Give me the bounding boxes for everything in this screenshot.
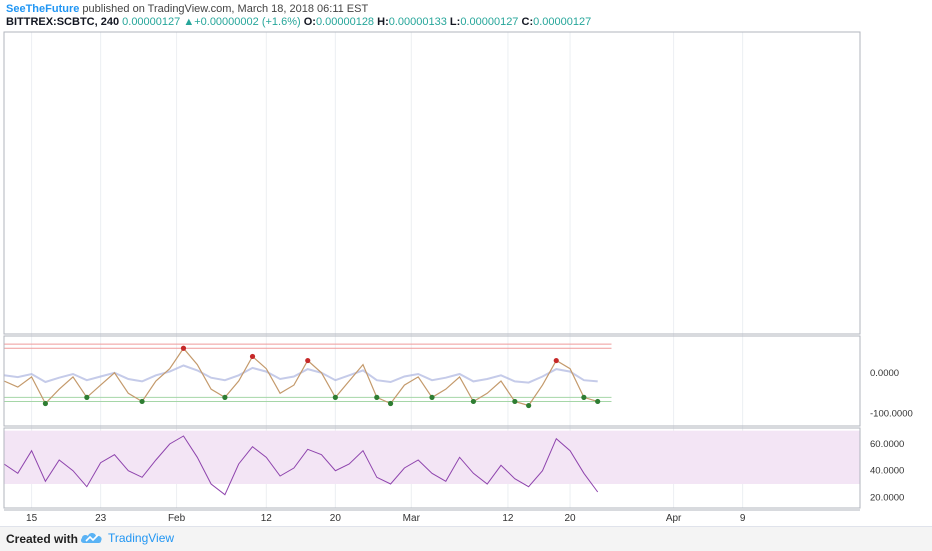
oscillator-signal-dot	[249, 353, 256, 360]
price-change: +0.00000002 (+1.6%)	[194, 16, 301, 28]
last-price: 0.00000127	[122, 16, 181, 28]
open-value: 0.00000128	[315, 16, 375, 28]
oscillator-signal-dot	[470, 398, 477, 405]
x-tick-label: Feb	[168, 513, 186, 524]
main-panel-frame	[3, 31, 861, 335]
panel-frames	[3, 31, 861, 511]
rsi-band	[4, 430, 860, 484]
x-tick-label: 15	[26, 513, 38, 524]
oscillator-signal-dot	[512, 398, 518, 405]
oscillator-signal-dot	[581, 394, 587, 400]
oscillator-signal-dot	[305, 357, 311, 364]
oscillator-histogram	[3, 364, 598, 384]
close-value: 0.00000127	[533, 16, 592, 28]
oscillator-signal-dot	[553, 357, 559, 364]
rsi-panel-frame	[3, 427, 861, 509]
change-arrow-icon: ▲	[183, 16, 195, 28]
rsi-line	[3, 435, 599, 496]
oscillator-signal-dot	[429, 394, 435, 400]
indicator-lines	[3, 345, 601, 496]
x-tick-label: Mar	[403, 513, 421, 524]
x-tick-label: 20	[565, 513, 577, 524]
author-name[interactable]: SeeTheFuture	[6, 3, 80, 15]
x-tick-label: 9	[740, 513, 746, 524]
footer-bar: Created with TradingView	[0, 526, 932, 551]
chart-canvas[interactable]: +0.00000088 (+79.38%) in 8d 16h0.0000019…	[0, 0, 932, 526]
tradingview-brand[interactable]: TradingView	[108, 531, 175, 545]
low-label: L:	[449, 16, 461, 28]
open-label: O:	[303, 16, 316, 28]
rsi-tick-label: 20.0000	[870, 492, 904, 503]
tradingview-cloud-icon[interactable]	[80, 530, 104, 546]
oscillator-signal-dot	[526, 402, 532, 409]
oscillator-tick-label: 0.0000	[870, 368, 899, 379]
x-tick-label: 20	[330, 513, 342, 524]
osc-panel-frame	[3, 335, 861, 427]
high-label: H:	[377, 16, 389, 28]
oscillator-tick-label: -100.0000	[870, 409, 913, 420]
low-value: 0.00000127	[460, 16, 519, 28]
x-tick-label: Apr	[666, 513, 682, 524]
oscillator-signal-dot	[139, 398, 145, 405]
oscillator-signal-dot	[374, 394, 380, 400]
x-tick-label: 12	[261, 513, 273, 524]
publish-line: SeeTheFuture published on TradingView.co…	[6, 3, 368, 15]
created-with-text: Created with	[6, 532, 79, 546]
close-label: C:	[521, 16, 534, 28]
oscillator-signal-dot	[387, 400, 394, 407]
symbol-interval[interactable]: BITTREX:SCBTC, 240	[6, 16, 120, 28]
ohlc-legend: BITTREX:SCBTC, 240 0.00000127 ▲+0.000000…	[6, 16, 591, 28]
oscillator-signal-dot	[332, 394, 338, 400]
high-value: 0.00000133	[388, 16, 447, 28]
oscillator-signal-dot	[84, 394, 90, 400]
oscillator-signal-dot	[595, 398, 601, 405]
oscillator-signal-dot	[222, 394, 228, 400]
published-text: published on TradingView.com, March 18, …	[82, 3, 369, 15]
oscillator-signal-dot	[180, 345, 187, 351]
x-tick-label: 23	[95, 513, 107, 524]
x-tick-label: 12	[502, 513, 514, 524]
rsi-tick-label: 60.0000	[870, 439, 904, 450]
axes: 1523Feb1220Mar1220Apr90.000003500.000003…	[26, 368, 913, 524]
indicator-bands	[3, 343, 860, 484]
grid	[31, 32, 744, 508]
rsi-tick-label: 40.0000	[870, 466, 904, 477]
oscillator-line	[3, 347, 598, 407]
oscillator-signal-dot	[42, 400, 49, 407]
